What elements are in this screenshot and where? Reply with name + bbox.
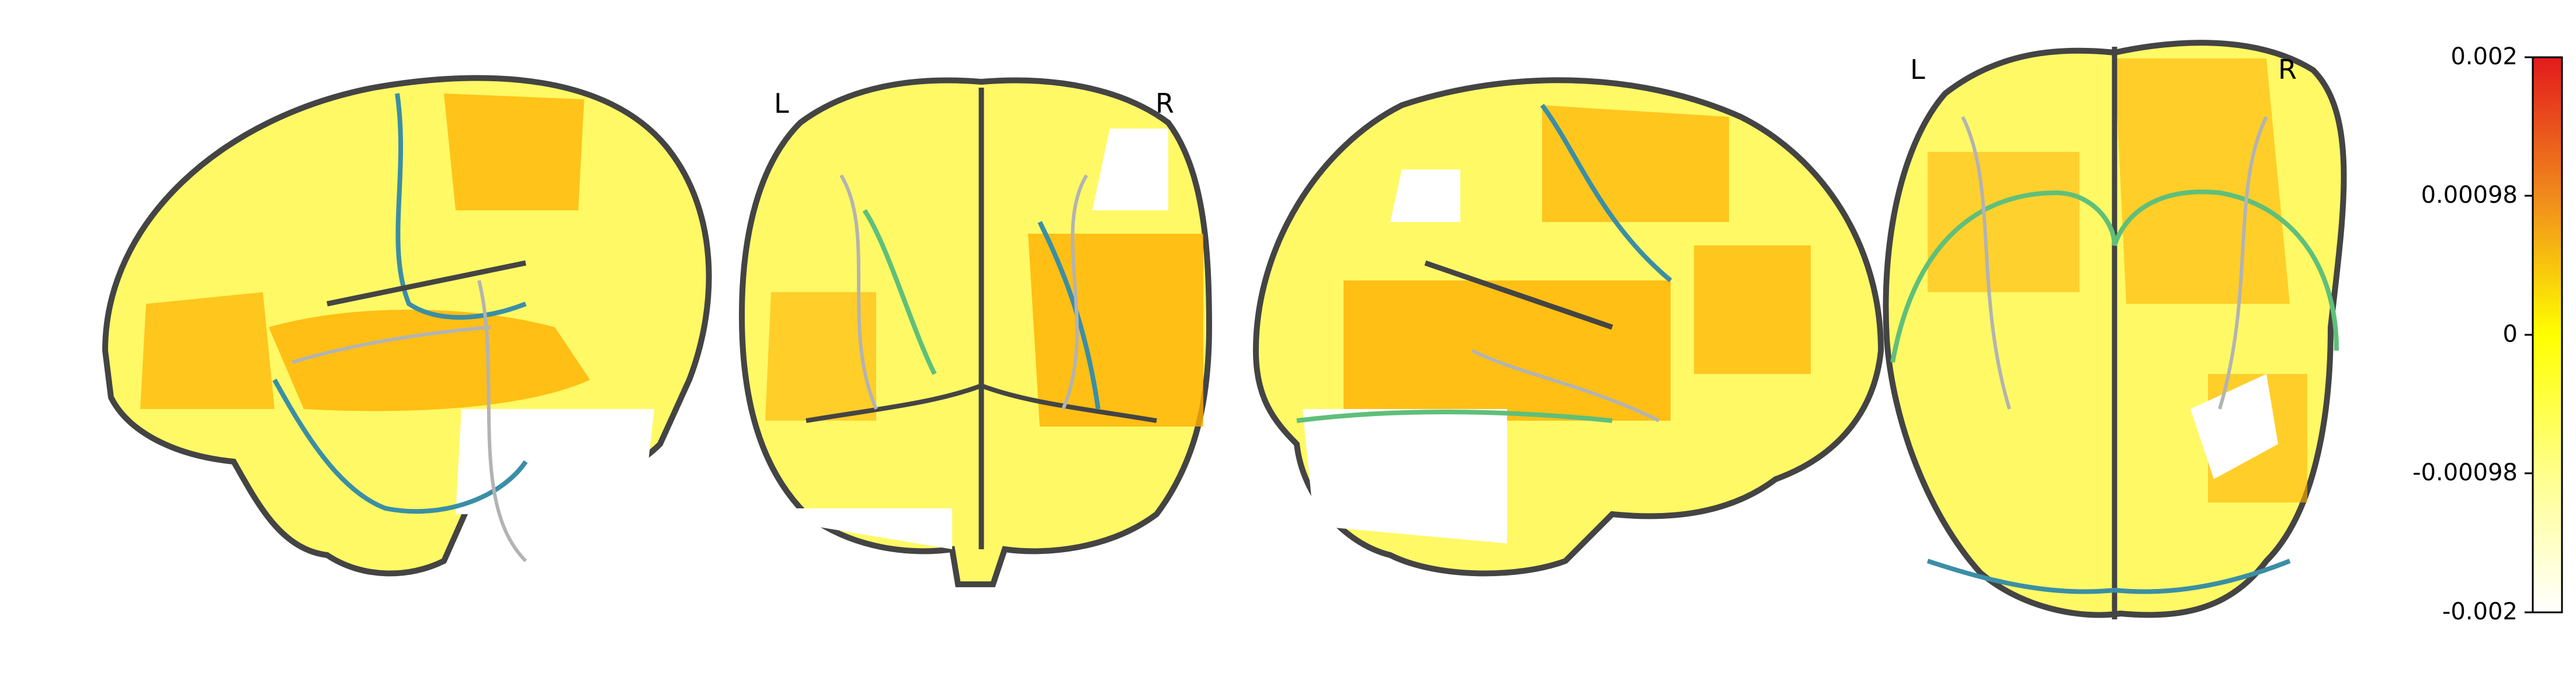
activation-region bbox=[1343, 280, 1671, 421]
sagittal-left-view bbox=[105, 78, 709, 573]
axial-left-label: L bbox=[1910, 54, 1925, 85]
activation-region bbox=[1928, 152, 2079, 292]
axial-view bbox=[1886, 43, 2344, 619]
activation-region bbox=[444, 93, 584, 210]
activation-region bbox=[1694, 245, 1811, 374]
coronal-right-label: R bbox=[1155, 88, 1174, 119]
coronal-view bbox=[742, 81, 1209, 584]
colorbar-tick-label: 0 bbox=[2342, 321, 2518, 348]
colorbar-tick-label: -0.002 bbox=[2342, 598, 2518, 625]
colorbar-tick-label: 0.002 bbox=[2342, 43, 2518, 70]
activation-region bbox=[140, 292, 275, 409]
empty-region bbox=[1303, 409, 1507, 543]
empty-region bbox=[1390, 169, 1460, 222]
colorbar-tick-label: -0.00098 bbox=[2342, 459, 2518, 486]
colorbar bbox=[2533, 57, 2562, 612]
coronal-left-label: L bbox=[774, 88, 789, 119]
activation-region bbox=[1542, 105, 1729, 222]
axial-right-label: R bbox=[2278, 54, 2297, 85]
empty-region bbox=[456, 409, 654, 514]
activation-region bbox=[2115, 58, 2290, 304]
colorbar-tick-label: 0.00098 bbox=[2342, 182, 2518, 209]
activation-region bbox=[1028, 234, 1203, 427]
sagittal-right-view bbox=[1256, 80, 1881, 573]
